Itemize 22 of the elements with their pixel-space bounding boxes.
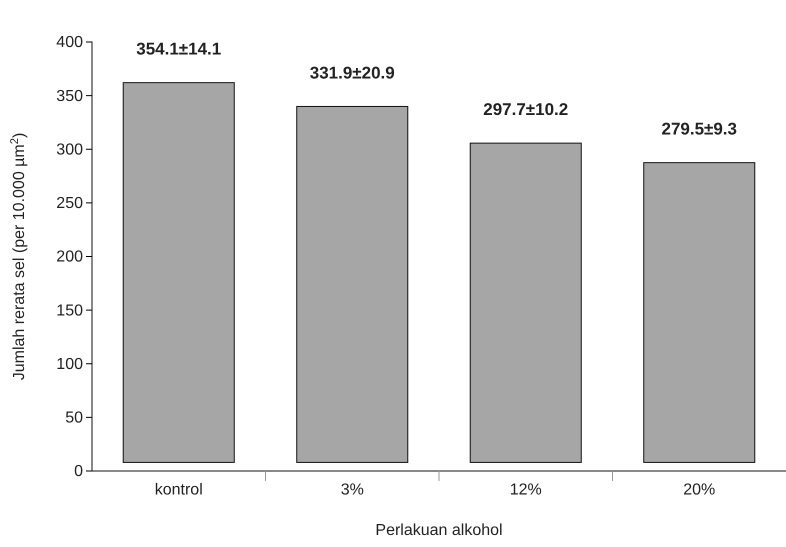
y-tick-label: 50 — [65, 409, 84, 426]
x-tick-label: kontrol — [154, 481, 203, 498]
bar — [470, 142, 582, 463]
x-axis-title: Perlakuan alkohol — [375, 522, 503, 539]
y-tick-label: 350 — [56, 88, 84, 105]
bar — [122, 82, 235, 463]
y-tick-label: 100 — [56, 356, 84, 373]
data-label: 279.5±9.3 — [661, 120, 738, 139]
x-tick-label: 20% — [683, 481, 716, 498]
y-tick-label: 200 — [56, 248, 84, 266]
bar — [296, 106, 408, 463]
y-tick-label: 150 — [56, 302, 84, 320]
data-label: 354.1±14.1 — [136, 40, 222, 59]
x-tick-label: 12% — [510, 481, 542, 498]
data-label: 297.7±10.2 — [483, 100, 568, 120]
y-tick-label: 400 — [56, 34, 84, 52]
y-tick-label: 0 — [74, 463, 84, 480]
bar — [643, 162, 756, 463]
x-tick-label: 3% — [340, 481, 364, 498]
y-tick-label: 250 — [56, 194, 84, 212]
data-label: 331.9±20.9 — [310, 63, 395, 82]
y-tick-label: 300 — [56, 141, 84, 158]
